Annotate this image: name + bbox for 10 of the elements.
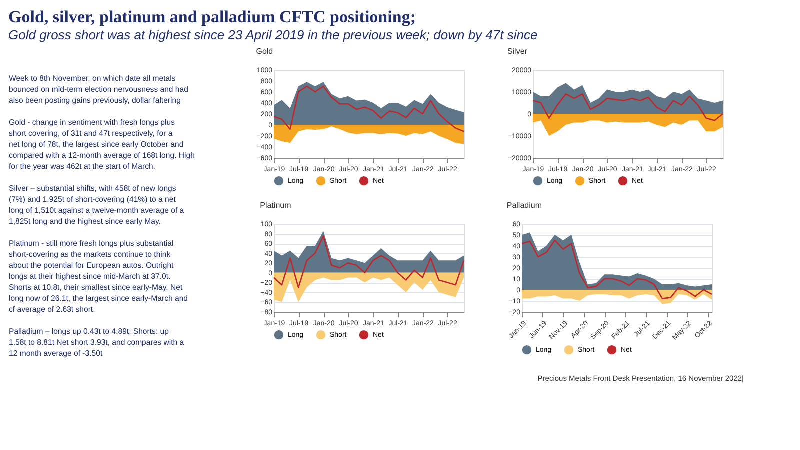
chart-title: Palladium xyxy=(506,201,542,210)
text: Gold gross short was at highest since 23 April 2019 in the previous week; down by 47t since xyxy=(8,28,538,42)
line-series xyxy=(532,94,724,122)
line-series xyxy=(521,240,713,300)
text: Gold, silver, platinum and palladium CFTC positioning; xyxy=(8,8,416,26)
chart-title: Silver xyxy=(507,47,528,56)
line-series xyxy=(273,236,465,288)
chart-title: Gold xyxy=(256,47,274,56)
line-series xyxy=(273,86,465,132)
chart-title: Platinum xyxy=(260,201,292,210)
